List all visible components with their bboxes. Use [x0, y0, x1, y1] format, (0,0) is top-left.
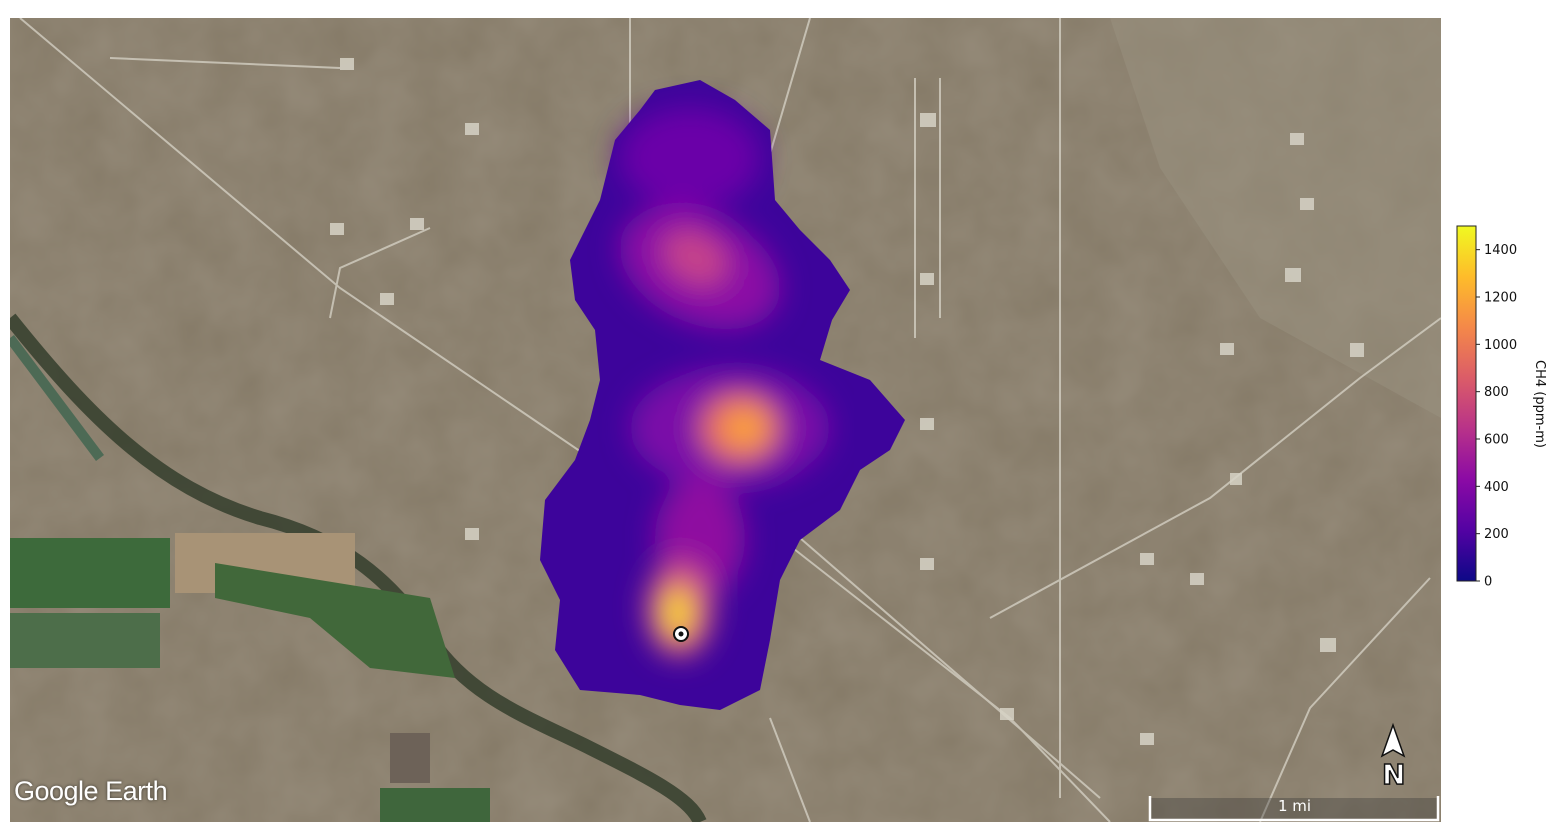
- colorbar-tick-label: 1000: [1484, 338, 1517, 353]
- colorbar-gradient: [1456, 225, 1477, 582]
- google-earth-logo: Google Earth: [14, 776, 168, 806]
- colorbar-tick-label: 1200: [1484, 291, 1517, 306]
- colorbar-tick-label: 200: [1484, 527, 1509, 542]
- colorbar-tick-label: 600: [1484, 433, 1509, 448]
- colorbar-label: CH4 (ppm-m): [1532, 360, 1547, 448]
- scale-bar: [1148, 796, 1440, 822]
- colorbar-tick-label: 0: [1484, 575, 1492, 590]
- colorbar-tick-label: 800: [1484, 385, 1509, 400]
- colorbar-tick-label: 1400: [1484, 243, 1517, 258]
- north-arrow-icon: [1380, 722, 1406, 758]
- methane-plume: [540, 80, 905, 710]
- scale-bar-label: 1 mi: [1278, 797, 1312, 815]
- source-marker-icon: [673, 626, 689, 642]
- desert-lighter-area: [1110, 18, 1441, 418]
- farm-fields: [10, 533, 490, 822]
- well-pads: [330, 58, 1364, 745]
- colorbar: 0 200 400 600 800 1000 1200 1400 CH4 (ppm-m): [1456, 225, 1547, 590]
- satellite-map[interactable]: [10, 18, 1441, 822]
- north-label: N: [1381, 757, 1406, 792]
- colorbar-tick-label: 400: [1484, 480, 1509, 495]
- canal: [10, 335, 104, 461]
